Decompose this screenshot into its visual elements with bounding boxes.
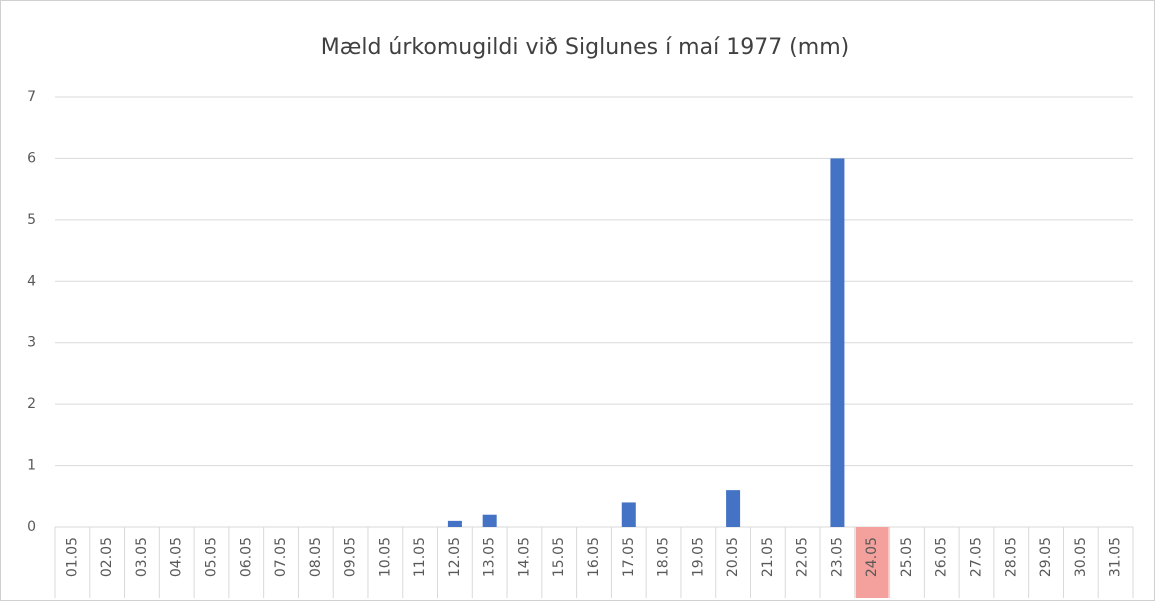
y-tick-label: 3 bbox=[27, 335, 36, 351]
x-tick-label: 30.05 bbox=[1073, 537, 1089, 577]
x-tick-label: 21.05 bbox=[760, 537, 776, 577]
x-tick-label: 14.05 bbox=[516, 537, 532, 577]
x-tick-label: 11.05 bbox=[412, 537, 428, 577]
y-tick-label: 7 bbox=[27, 89, 36, 105]
category-highlight bbox=[855, 527, 889, 598]
x-tick-label: 06.05 bbox=[238, 537, 254, 577]
chart-title: Mæld úrkomugildi við Siglunes í maí 1977… bbox=[321, 35, 849, 60]
x-tick-label: 24.05 bbox=[864, 537, 880, 577]
x-tick-label: 02.05 bbox=[99, 537, 115, 577]
x-tick-label: 05.05 bbox=[203, 537, 219, 577]
x-tick-label: 17.05 bbox=[621, 537, 637, 577]
x-tick-label: 18.05 bbox=[656, 537, 672, 577]
x-tick-label: 16.05 bbox=[586, 537, 602, 577]
x-tick-label: 29.05 bbox=[1038, 537, 1054, 577]
y-tick-label: 6 bbox=[27, 150, 36, 166]
x-tick-label: 01.05 bbox=[64, 537, 80, 577]
x-tick-label: 31.05 bbox=[1108, 537, 1124, 577]
x-tick-label: 07.05 bbox=[273, 537, 289, 577]
bar bbox=[621, 502, 636, 527]
x-tick-label: 25.05 bbox=[899, 537, 915, 577]
x-tick-label: 28.05 bbox=[1003, 537, 1019, 577]
x-tick-label: 22.05 bbox=[795, 537, 811, 577]
bar bbox=[447, 520, 462, 527]
bar bbox=[482, 514, 497, 527]
bar bbox=[830, 158, 845, 527]
y-tick-label: 4 bbox=[27, 273, 36, 289]
x-tick-label: 26.05 bbox=[934, 537, 950, 577]
x-tick-label: 10.05 bbox=[377, 537, 393, 577]
x-tick-label: 12.05 bbox=[447, 537, 463, 577]
bar bbox=[726, 490, 741, 527]
x-tick-label: 27.05 bbox=[969, 537, 985, 577]
x-tick-label: 09.05 bbox=[343, 537, 359, 577]
x-tick-label: 15.05 bbox=[551, 537, 567, 577]
y-tick-label: 1 bbox=[27, 458, 36, 474]
x-tick-label: 08.05 bbox=[308, 537, 324, 577]
x-tick-label: 04.05 bbox=[169, 537, 185, 577]
y-tick-label: 2 bbox=[27, 396, 36, 412]
y-tick-label: 0 bbox=[27, 519, 36, 535]
y-tick-label: 5 bbox=[27, 212, 36, 228]
x-tick-label: 03.05 bbox=[134, 537, 150, 577]
x-tick-label: 13.05 bbox=[482, 537, 498, 577]
x-tick-label: 19.05 bbox=[690, 537, 706, 577]
x-tick-label: 20.05 bbox=[725, 537, 741, 577]
x-tick-label: 23.05 bbox=[829, 537, 845, 577]
